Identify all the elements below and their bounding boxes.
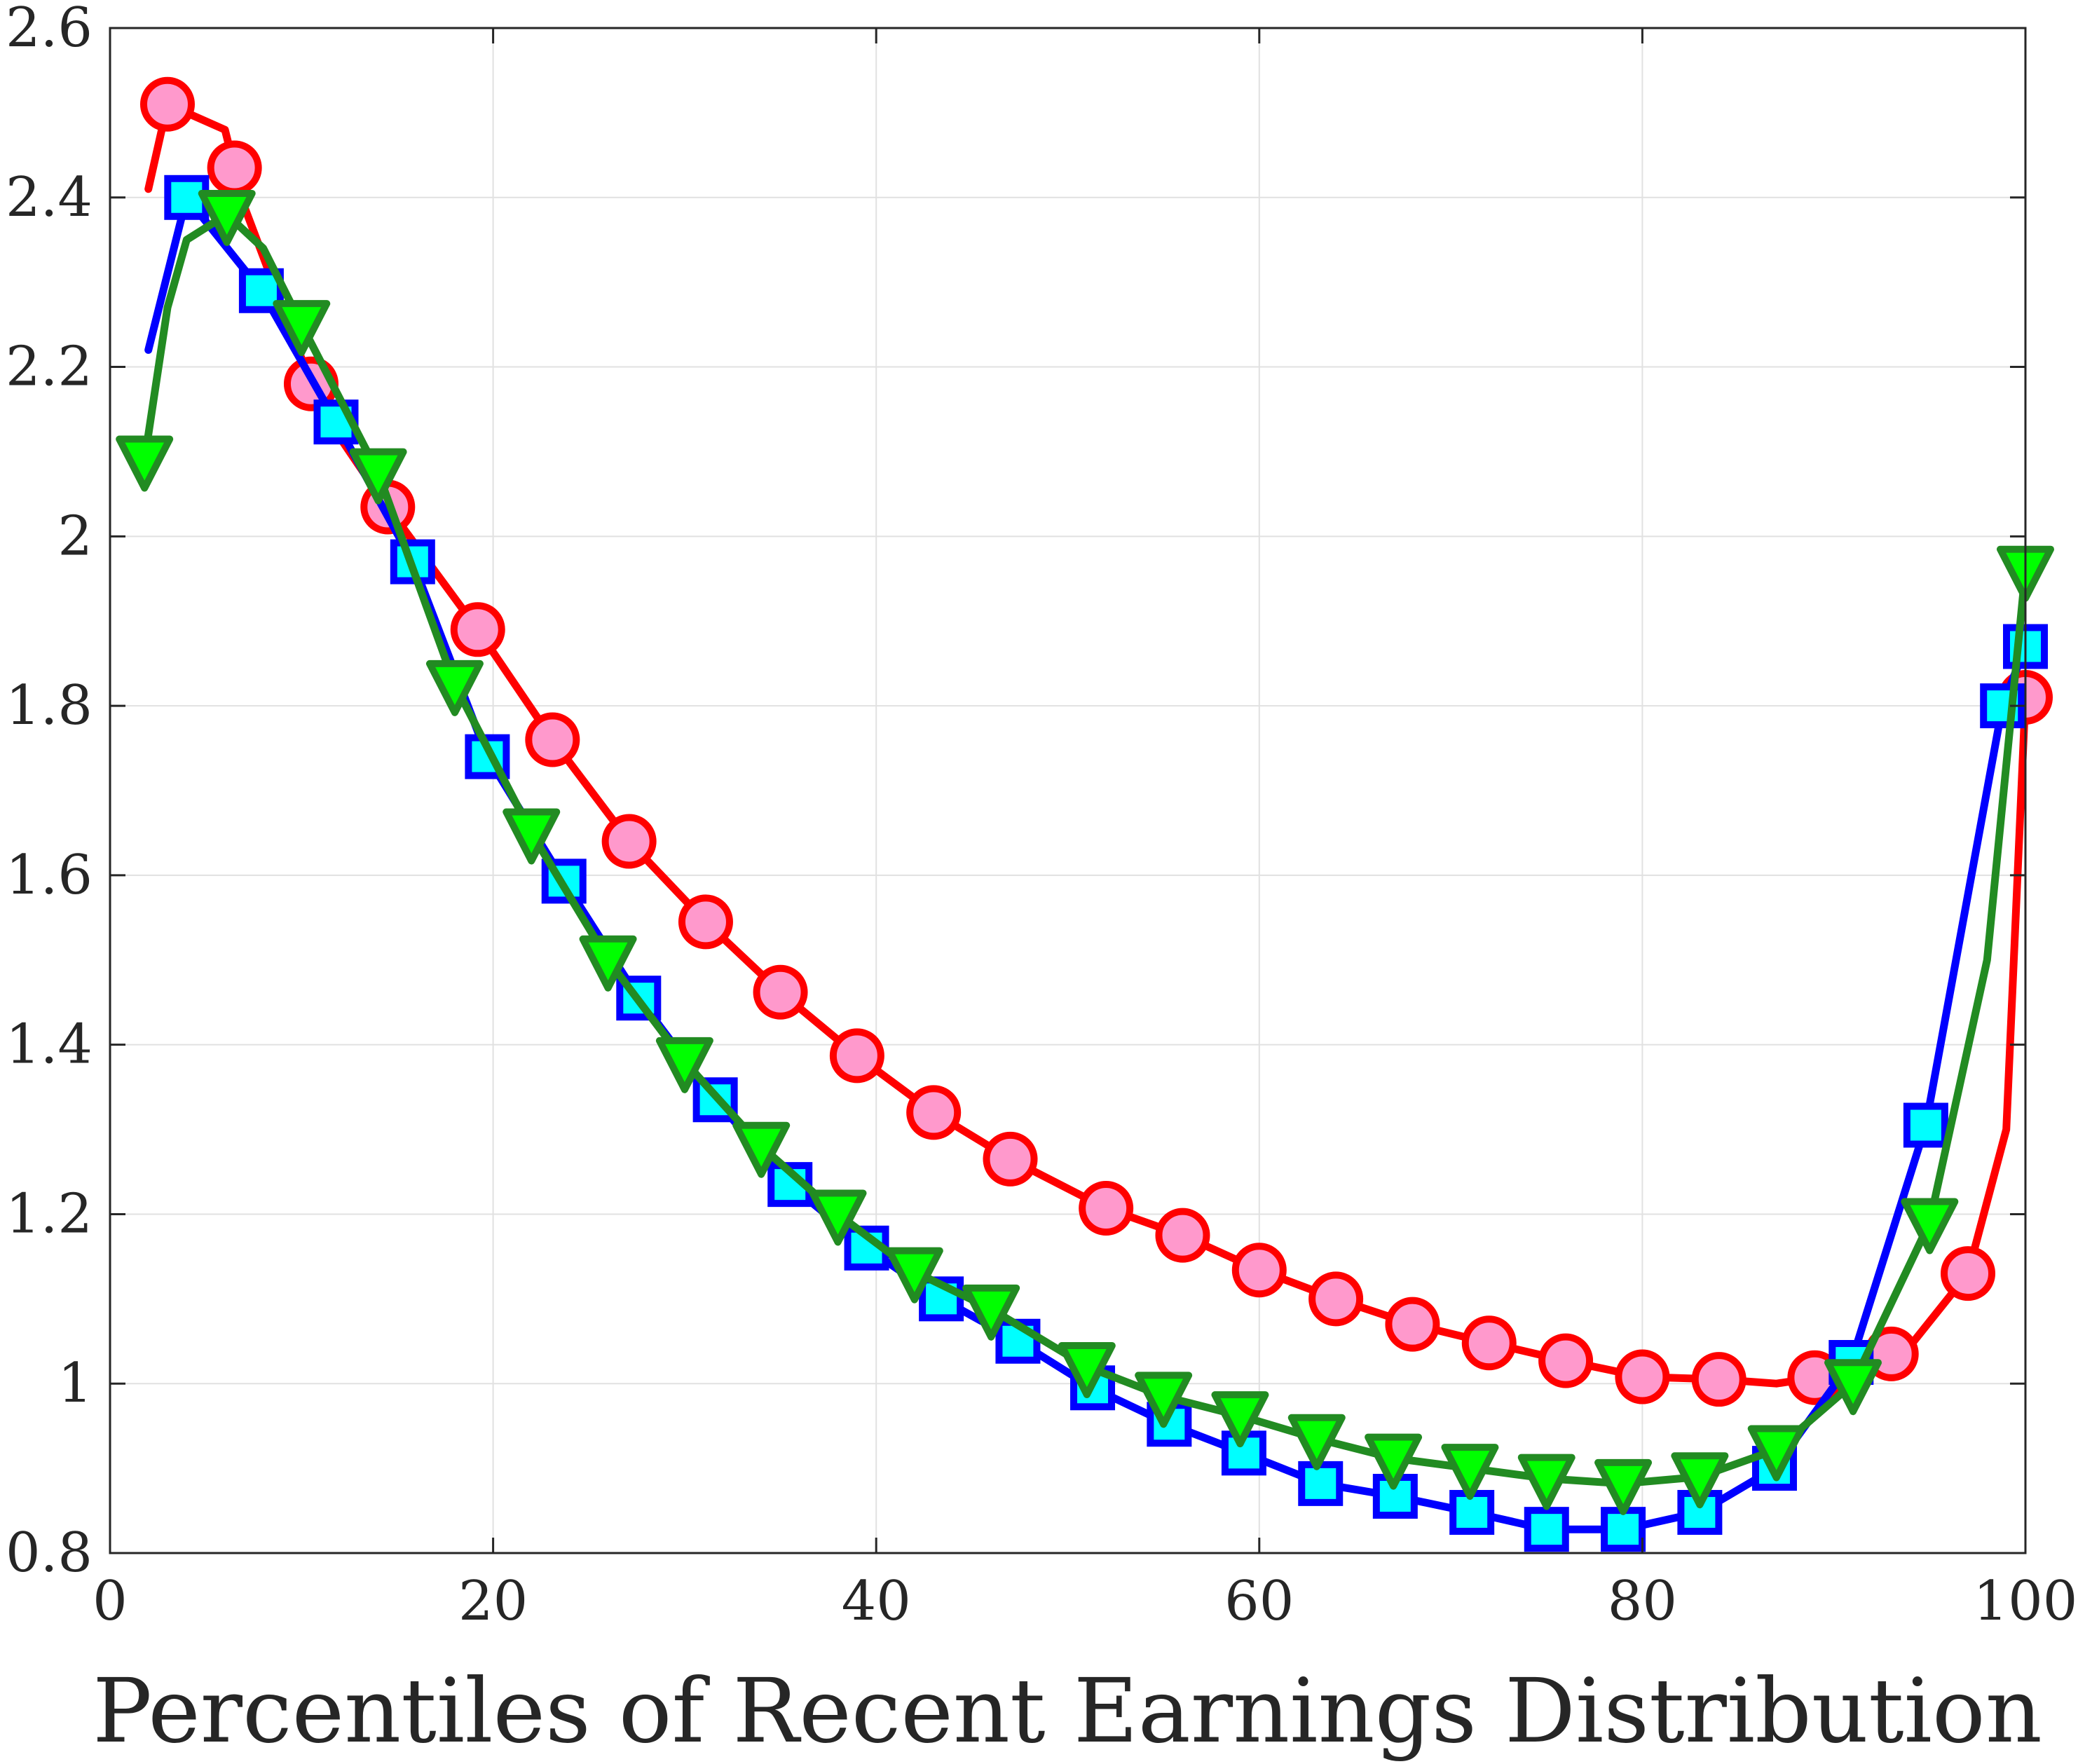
circle-marker xyxy=(601,814,657,869)
plot-area xyxy=(110,28,2025,1553)
triangle-marker xyxy=(809,1189,867,1246)
x-tick-label: 100 xyxy=(1974,1570,2078,1633)
x-axis-title: Percentiles of Recent Earnings Distribut… xyxy=(93,1660,2042,1763)
circle-marker xyxy=(1231,1243,1287,1298)
square-marker xyxy=(1524,1507,1569,1552)
triangle-marker xyxy=(198,189,256,246)
square-marker xyxy=(1449,1489,1495,1535)
grid xyxy=(109,27,2026,1554)
triangle-marker xyxy=(116,435,174,492)
ticks: 0 20 40 60 80 100 0.8 1 1.2 1.4 1.6 1.8 2 2.2 2.4 2.6 xyxy=(6,0,2077,1633)
circle-marker xyxy=(1385,1297,1440,1352)
y-tick-label: 1.4 xyxy=(6,1013,93,1076)
triangle-marker xyxy=(1287,1414,1346,1470)
circle-marker xyxy=(207,140,262,196)
y-tick-label: 1.6 xyxy=(6,844,93,907)
triangle-marker xyxy=(1441,1444,1499,1500)
triangle-marker xyxy=(1135,1372,1193,1428)
circle-marker xyxy=(525,712,580,767)
triangle-marker xyxy=(655,1037,713,1093)
triangle-marker xyxy=(425,659,484,716)
circle-marker xyxy=(1461,1315,1517,1371)
y-tick-label: 2 xyxy=(57,505,93,568)
series-group xyxy=(116,76,2054,1552)
circle-marker xyxy=(1308,1271,1364,1327)
square-marker xyxy=(1601,1507,1646,1552)
triangle-marker xyxy=(273,300,331,357)
circle-marker xyxy=(1538,1333,1594,1388)
plot-frame xyxy=(109,27,2027,1554)
circle-marker xyxy=(1079,1180,1134,1236)
triangle-marker xyxy=(1517,1454,1575,1510)
square-marker xyxy=(164,175,210,220)
y-tick-label: 0.8 xyxy=(6,1522,93,1585)
square-marker xyxy=(1298,1461,1344,1506)
triangle-marker xyxy=(962,1284,1020,1341)
y-tick-label: 1 xyxy=(57,1352,93,1415)
triangle-marker xyxy=(885,1247,943,1304)
triangle-marker xyxy=(1901,1198,1959,1254)
x-tick-label: 60 xyxy=(1224,1570,1294,1633)
x-tick-label: 20 xyxy=(458,1570,528,1633)
y-tick-label: 2.2 xyxy=(6,336,93,399)
circle-marker xyxy=(678,894,733,950)
triangle-marker xyxy=(503,808,561,865)
circle-marker xyxy=(983,1131,1038,1187)
x-tick-label: 40 xyxy=(842,1570,911,1633)
x-tick-label: 80 xyxy=(1608,1570,1677,1633)
x-tick-label: 0 xyxy=(93,1570,128,1633)
triangle-marker xyxy=(732,1121,791,1178)
triangle-marker xyxy=(1594,1458,1653,1515)
series-3 xyxy=(116,189,2054,1515)
y-tick-label: 1.8 xyxy=(6,674,93,737)
y-tick-label: 1.2 xyxy=(6,1182,93,1245)
series-1 xyxy=(139,76,2053,1407)
circle-marker xyxy=(1941,1246,1996,1301)
triangle-marker xyxy=(1671,1452,1729,1509)
triangle-marker xyxy=(1211,1391,1269,1448)
circle-marker xyxy=(450,602,505,657)
triangle-marker xyxy=(1058,1342,1116,1399)
triangle-marker xyxy=(1365,1433,1423,1490)
y-tick-label: 2.6 xyxy=(6,0,93,60)
square-marker xyxy=(1903,1102,1948,1148)
circle-marker xyxy=(906,1085,962,1140)
circle-marker xyxy=(139,76,195,132)
triangle-marker xyxy=(349,448,407,505)
circle-marker xyxy=(829,1028,884,1083)
circle-marker xyxy=(753,964,808,1020)
circle-marker xyxy=(1615,1349,1670,1404)
circle-marker xyxy=(1155,1208,1210,1263)
triangle-marker xyxy=(579,935,637,992)
y-tick-label: 2.4 xyxy=(6,166,93,229)
triangle-marker xyxy=(1824,1359,1882,1416)
triangle-marker xyxy=(1747,1425,1805,1482)
circle-marker xyxy=(1691,1352,1747,1407)
